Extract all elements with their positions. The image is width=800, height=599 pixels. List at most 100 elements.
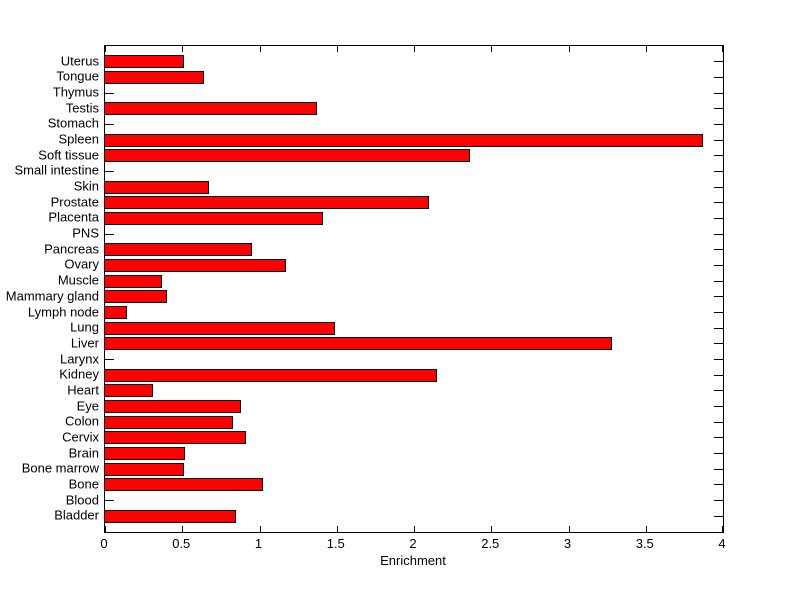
y-tick-right — [714, 170, 723, 172]
y-tick-right — [714, 437, 723, 439]
y-tick-right — [714, 421, 723, 423]
y-tick-right — [714, 264, 723, 266]
y-label-testis: Testis — [65, 100, 99, 116]
x-tick-label-1.5: 1.5 — [326, 536, 345, 551]
x-tick-top — [182, 46, 184, 52]
y-tick-right — [714, 92, 723, 94]
bar-brain — [105, 447, 186, 461]
x-tick-label-2.5: 2.5 — [481, 536, 500, 551]
bar-bladder — [105, 509, 237, 523]
y-tick-right — [714, 468, 723, 470]
x-tick-top — [722, 46, 723, 52]
bar-bone — [105, 478, 263, 492]
bar-colon — [105, 415, 234, 429]
bar-eye — [105, 400, 241, 414]
y-label-ovary: Ovary — [64, 256, 99, 272]
y-tick-right — [714, 312, 723, 314]
y-tick-right — [714, 186, 723, 188]
x-tick-top — [491, 46, 493, 52]
y-label-larynx: Larynx — [59, 351, 99, 367]
y-label-muscle: Muscle — [57, 272, 99, 288]
y-label-brain: Brain — [68, 445, 99, 461]
bar-tongue — [105, 70, 204, 84]
y-label-lymph-node: Lymph node — [27, 304, 99, 320]
y-label-placenta: Placenta — [48, 209, 99, 225]
bar-placenta — [105, 211, 323, 225]
y-label-uterus: Uterus — [60, 53, 99, 69]
y-tick-right — [714, 249, 723, 251]
y-label-kidney: Kidney — [59, 366, 99, 382]
y-label-pancreas: Pancreas — [44, 241, 99, 257]
x-tick-bottom — [259, 526, 261, 532]
y-label-bone: Bone — [68, 476, 99, 492]
y-tick-right — [714, 61, 723, 63]
y-label-bone-marrow: Bone marrow — [21, 460, 99, 476]
bar-pancreas — [105, 243, 252, 257]
x-tick-label-3.5: 3.5 — [635, 536, 654, 551]
y-label-cervix: Cervix — [62, 429, 99, 445]
y-tick-left — [105, 359, 114, 361]
x-tick-label-1: 1 — [254, 536, 263, 551]
y-label-spleen: Spleen — [58, 131, 99, 147]
y-tick-right — [714, 343, 723, 345]
y-tick-right — [714, 406, 723, 408]
x-tick-bottom — [336, 526, 338, 532]
y-tick-right — [714, 374, 723, 376]
y-label-pns: PNS — [72, 225, 99, 241]
bar-lung — [105, 321, 336, 335]
bar-testis — [105, 102, 317, 116]
bar-ovary — [105, 258, 286, 272]
x-tick-bottom — [645, 526, 647, 532]
x-tick-bottom — [568, 526, 570, 532]
y-label-liver: Liver — [70, 335, 99, 351]
y-tick-right — [714, 202, 723, 204]
y-tick-right — [714, 217, 723, 219]
y-tick-right — [714, 280, 723, 282]
y-tick-right — [714, 515, 723, 517]
y-axis-labels: Uterus Tongue Thymus Testis Stomach Spleen Sof… — [0, 45, 99, 531]
bar-soft-tissue — [105, 149, 470, 163]
y-tick-right — [714, 155, 723, 157]
y-tick-right — [714, 296, 723, 298]
x-tick-top — [105, 46, 106, 52]
x-tick-label-2: 2 — [409, 536, 417, 551]
y-tick-right — [714, 76, 723, 78]
x-tick-label-4: 4 — [718, 536, 726, 551]
y-label-stomach: Stomach — [47, 115, 99, 131]
x-tick-label-0: 0 — [100, 536, 108, 551]
y-label-eye: Eye — [76, 398, 99, 414]
bar-kidney — [105, 368, 438, 382]
y-tick-right — [714, 139, 723, 141]
x-tick-bottom — [414, 526, 415, 532]
y-label-colon: Colon — [65, 413, 99, 429]
y-label-soft-tissue: Soft tissue — [38, 147, 99, 163]
y-label-skin: Skin — [73, 178, 99, 194]
y-label-heart: Heart — [67, 382, 99, 398]
y-tick-left — [105, 170, 114, 172]
y-label-thymus: Thymus — [52, 84, 99, 100]
y-tick-left — [105, 500, 114, 502]
x-tick-bottom — [491, 526, 493, 532]
y-label-lung: Lung — [70, 319, 99, 335]
y-tick-left — [105, 123, 114, 125]
x-tick-label-3: 3 — [563, 536, 572, 551]
bar-spleen — [105, 133, 703, 147]
bar-lymph-node — [105, 306, 127, 320]
y-tick-right — [714, 390, 723, 392]
x-tick-bottom — [105, 526, 106, 532]
x-tick-top — [414, 46, 415, 52]
bar-liver — [105, 337, 612, 351]
y-tick-right — [714, 108, 723, 110]
y-tick-left — [105, 92, 114, 94]
y-tick-right — [714, 327, 723, 329]
x-tick-label-0.5: 0.5 — [172, 536, 191, 551]
x-tick-top — [259, 46, 261, 52]
y-tick-right — [714, 484, 723, 486]
bar-prostate — [105, 196, 430, 210]
y-label-small-intestine: Small intestine — [14, 162, 99, 178]
x-axis-title: Enrichment — [380, 553, 446, 568]
bar-cervix — [105, 431, 246, 445]
y-label-mammary-gland: Mammary gland — [5, 288, 99, 304]
plot-area — [104, 45, 724, 533]
